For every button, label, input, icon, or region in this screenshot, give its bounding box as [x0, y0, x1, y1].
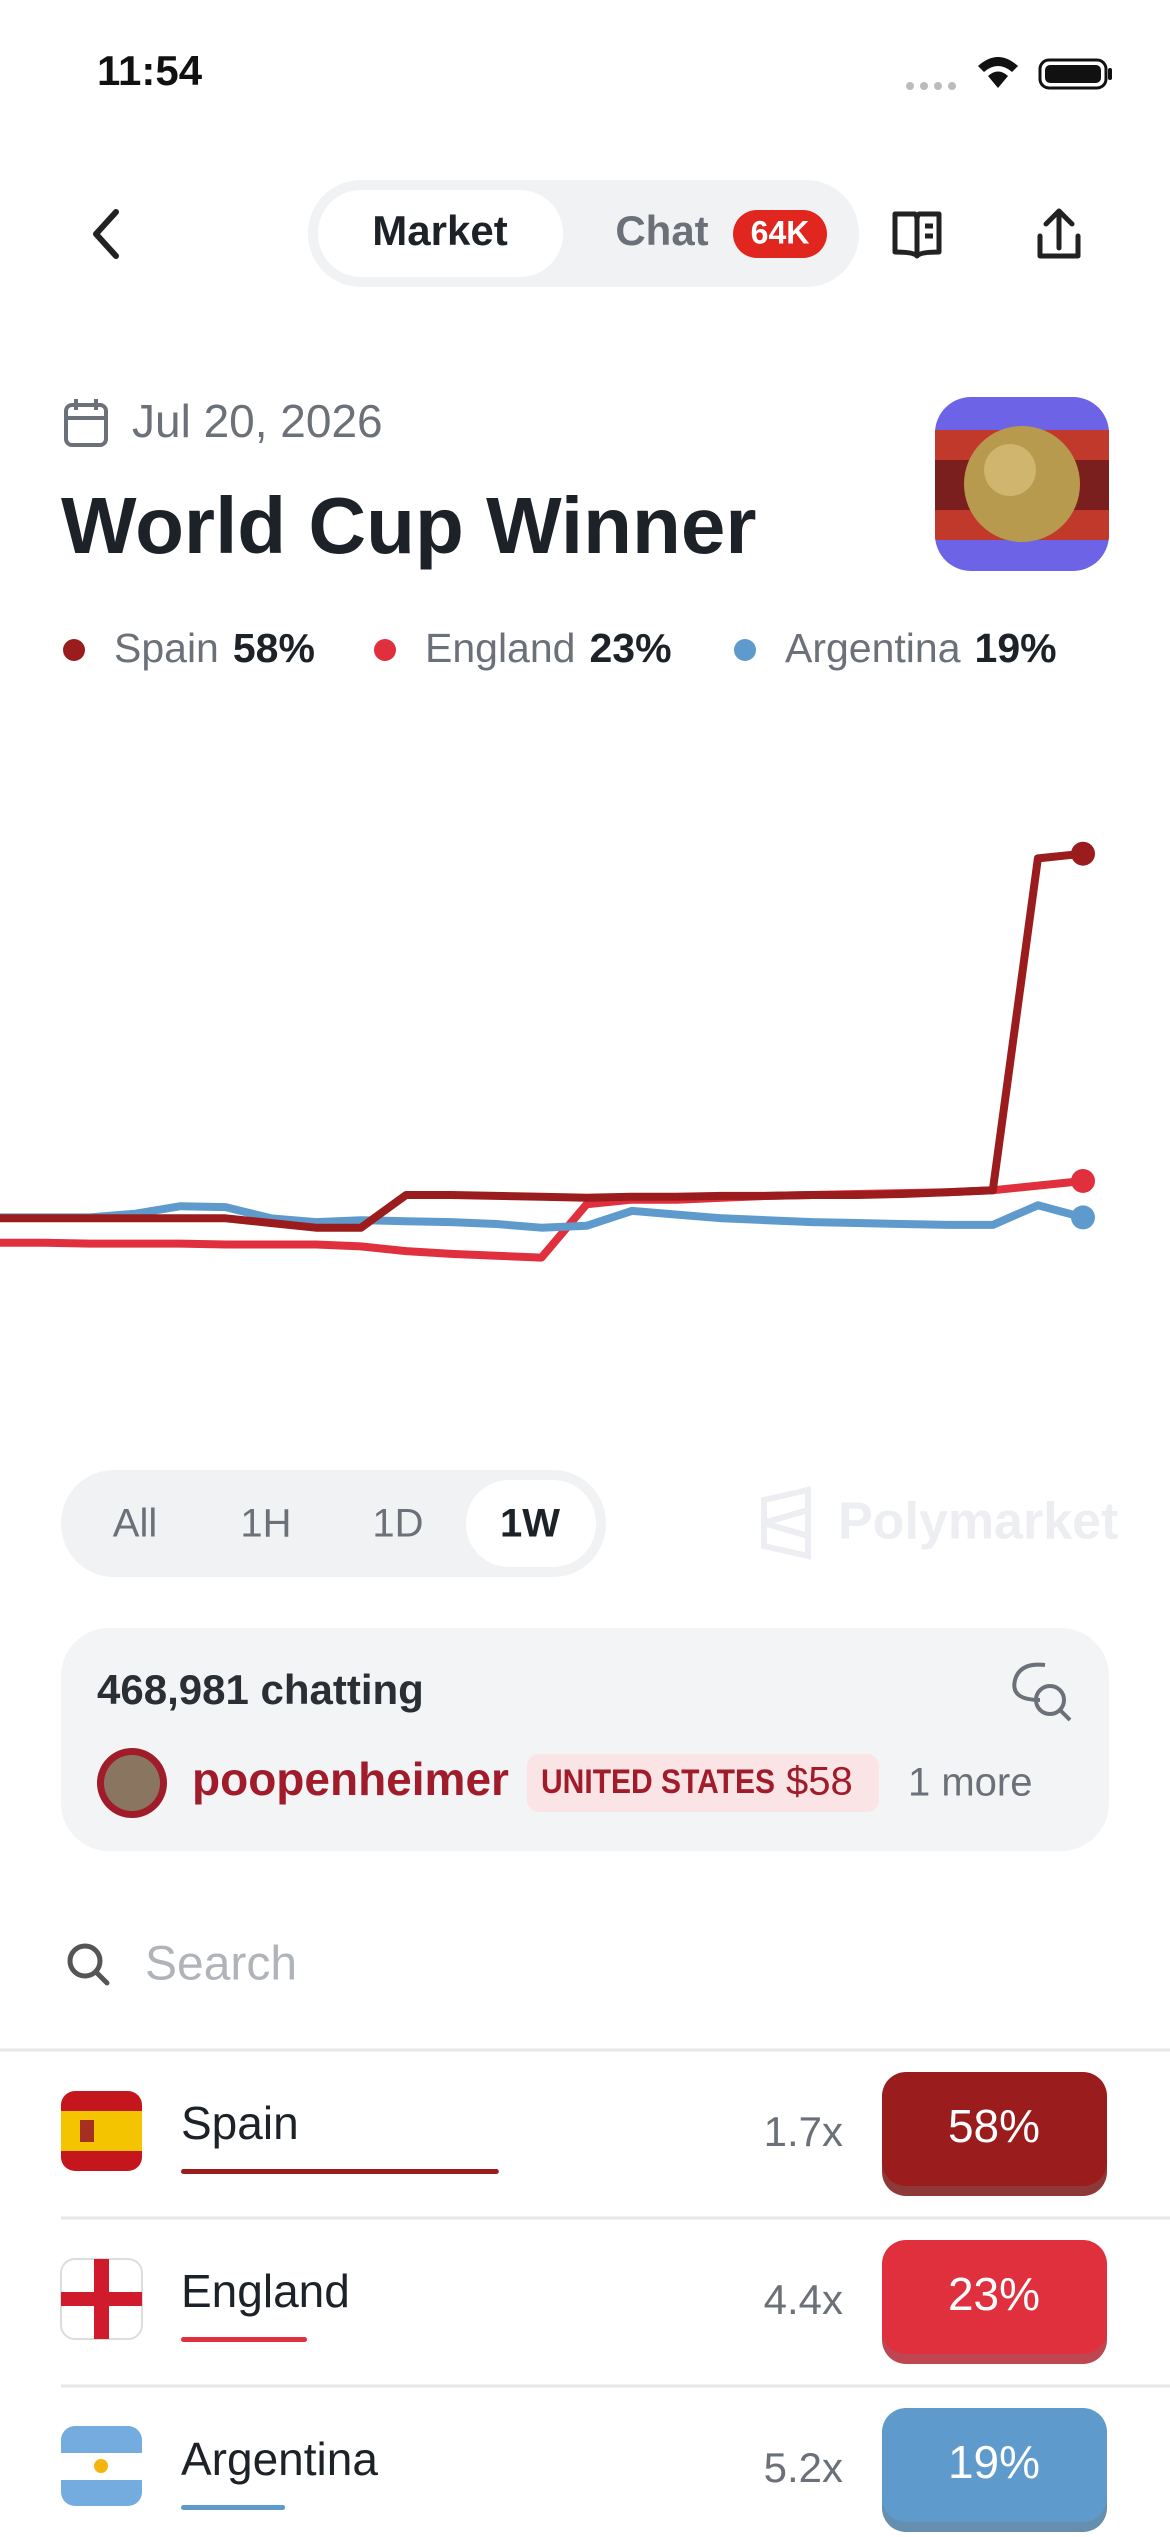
legend-entry: Argentina 19% [785, 625, 1057, 671]
end-dot [1071, 1205, 1095, 1230]
price-bar [181, 2337, 308, 2342]
status-icons [906, 57, 1112, 90]
buy-price: 58% [948, 2100, 1040, 2152]
brand-logo [761, 1486, 811, 1560]
legend-value: 58% [233, 625, 315, 671]
legend-value: 19% [975, 625, 1057, 671]
legend-entry: England 23% [425, 625, 672, 671]
buy-button[interactable] [882, 2408, 1107, 2522]
series-line [0, 849, 1087, 1232]
share-icon[interactable] [1037, 208, 1081, 259]
multiplier: 5.2x [764, 2444, 843, 2491]
tab[interactable]: Chat [615, 207, 708, 254]
brand: Polymarket [838, 1493, 1118, 1551]
badge-text: 64K [751, 214, 810, 250]
badge [733, 210, 827, 258]
status-time: 11:54 [97, 47, 203, 94]
chat-count: 468,981 chatting [97, 1666, 424, 1713]
outcome-list: Spain 1.7x 58% England 4.4x 23% Argentina 5.2x 1… [61, 2072, 1170, 2532]
range-options: All 1H 1D 1W [113, 1502, 560, 1546]
flag-spain [61, 2091, 142, 2171]
market-thumbnail [935, 397, 1109, 571]
price-bar [181, 2169, 499, 2174]
buy-button[interactable] [882, 2072, 1107, 2186]
avatar [104, 1755, 160, 1811]
flag-england [60, 2258, 143, 2340]
chat-icon [1012, 1662, 1072, 1722]
outcome-name[interactable]: Spain [181, 2097, 299, 2149]
position-tag [527, 1754, 879, 1812]
rules-icon[interactable] [892, 211, 942, 259]
range-option[interactable]: 1W [500, 1502, 560, 1546]
chat-user[interactable]: poopenheimer [192, 1753, 509, 1805]
range-option[interactable]: All [113, 1502, 157, 1546]
legend: Spain 58% England 23% Argentina 19% [63, 625, 1057, 671]
series-line [0, 1201, 1087, 1232]
legend-name: Argentina [785, 625, 961, 671]
buy-price: 19% [948, 2436, 1040, 2488]
tag-amount: $58 [786, 1760, 853, 1804]
calendar-icon [64, 399, 108, 447]
range-option[interactable]: 1D [372, 1502, 423, 1546]
multiplier: 1.7x [764, 2108, 843, 2155]
buy-button[interactable] [882, 2240, 1107, 2354]
end-dot [1071, 841, 1095, 866]
legend-dot [374, 639, 396, 661]
back-button[interactable] [93, 209, 119, 259]
chart [0, 841, 1095, 1262]
active-tab-pill [318, 190, 563, 277]
chat-more[interactable]: 1 more [908, 1761, 1033, 1805]
tag-country: UNITED STATES [541, 1763, 775, 1801]
active-range-pill [466, 1480, 596, 1567]
search-icon [67, 1943, 110, 1986]
legend-entry: Spain 58% [114, 625, 315, 671]
multiplier: 4.4x [764, 2276, 843, 2323]
outcome-name[interactable]: England [181, 2265, 350, 2317]
flag-argentina [61, 2426, 142, 2506]
market-title: World Cup Winner [61, 481, 757, 570]
price-bar [181, 2505, 286, 2510]
legend-name: England [425, 625, 575, 671]
legend-value: 23% [589, 625, 671, 671]
buy-price: 23% [948, 2268, 1040, 2320]
search-input[interactable]: Search [145, 1938, 297, 1991]
legend-dot [63, 639, 85, 661]
legend-dot [734, 639, 756, 661]
range-option[interactable]: 1H [240, 1502, 291, 1546]
legend-name: Spain [114, 625, 219, 671]
range-control [61, 1470, 606, 1577]
tab[interactable]: Market [372, 207, 507, 254]
market-date: Jul 20, 2026 [132, 395, 383, 447]
chat-card[interactable] [61, 1628, 1109, 1851]
outcome-name[interactable]: Argentina [181, 2433, 378, 2485]
end-dot [1071, 1168, 1095, 1193]
